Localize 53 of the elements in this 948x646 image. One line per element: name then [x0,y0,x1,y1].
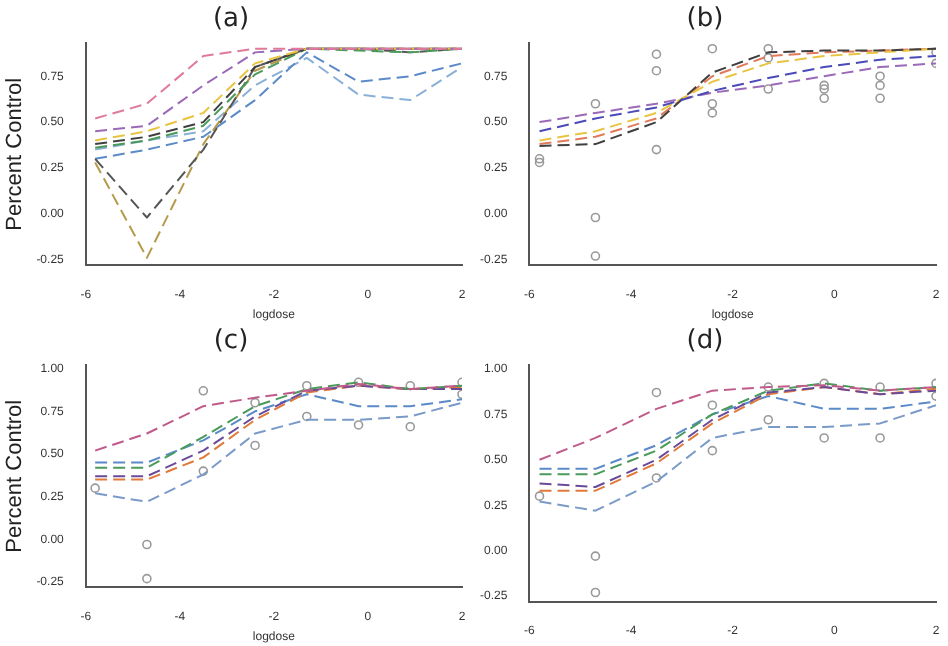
line-series [94,393,462,464]
point [875,80,885,91]
point [90,483,100,493]
point [590,212,601,223]
line-series [94,47,462,120]
chart-title: (c) [213,326,249,357]
point [707,108,718,118]
point [534,153,545,164]
point [651,49,662,60]
point [590,98,601,109]
point [651,387,662,398]
point [405,380,416,391]
point [590,251,601,261]
point [819,93,829,104]
point [651,473,662,483]
point [302,411,312,422]
point [534,491,545,501]
chart-title: (a) [212,4,250,35]
point [707,400,718,411]
y-axis-title: Percent Control [3,77,28,231]
point [142,539,152,550]
point [534,157,545,168]
point [819,80,829,91]
point [250,440,260,451]
point [875,382,885,392]
point [198,386,209,396]
point [763,43,774,54]
point [763,53,774,63]
point [819,84,829,94]
point [707,43,718,54]
point [707,445,718,456]
point [651,65,662,76]
point [763,414,774,425]
point [875,433,885,443]
chart-title: (d) [686,326,724,357]
point [590,551,601,561]
point [405,421,416,432]
chart-title: (b) [686,4,724,35]
point [819,433,829,443]
point [875,71,885,82]
point [353,420,364,430]
point [198,466,209,476]
point [590,587,601,598]
point [353,377,364,388]
point [875,93,885,104]
point [302,380,312,391]
point [142,573,152,584]
y-axis-title: Percent Control [3,399,28,553]
point [763,382,774,392]
point [763,84,774,94]
point [651,144,662,155]
point [707,98,718,109]
point [250,397,260,408]
